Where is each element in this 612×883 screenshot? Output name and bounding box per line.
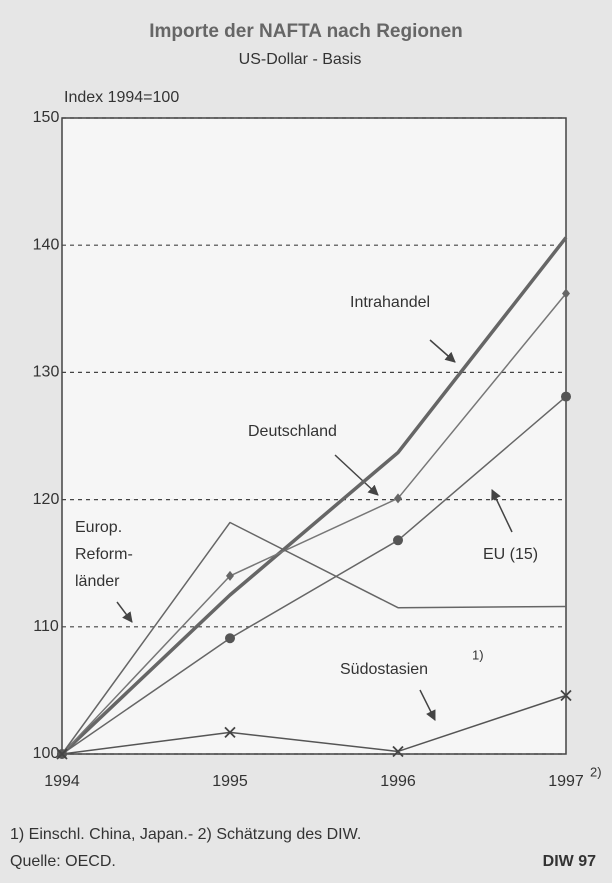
series-line [61,293,567,755]
annotation: 1) [472,647,484,662]
annotation: 2) [590,764,602,779]
series-line [61,694,567,755]
x-tick-label: 1997 [548,773,584,790]
marker [561,391,571,402]
y-tick-label: 120 [33,491,60,508]
marker [392,745,404,758]
y-tick-label: 130 [33,364,60,381]
x-tick-label: 1995 [212,773,248,790]
marker [560,689,572,702]
series-line [61,521,567,755]
marker [393,535,403,546]
annotation: Südostasien [340,661,428,678]
y-tick-label: 110 [33,618,59,635]
arrow [491,489,513,533]
annotation: Europ. [75,519,122,536]
series-line [61,395,567,755]
annotation: länder [75,573,120,590]
marker [226,570,234,581]
chart-title: Importe der NAFTA nach Regionen [149,21,463,42]
y-axis-label: Index 1994=100 [64,89,179,106]
marker [56,748,68,760]
marker [562,288,570,299]
x-tick-label: 1994 [44,773,80,790]
marker [225,633,235,644]
y-tick-label: 140 [33,236,60,253]
annotation: Intrahandel [350,294,430,311]
y-tick-label: 100 [33,745,60,762]
annotation: EU (15) [483,546,538,563]
source: Quelle: OECD. [10,853,116,870]
x-tick-label: 1996 [380,773,416,790]
footnote: 1) Einschl. China, Japan.- 2) Schätzung … [10,826,361,843]
y-tick-label: 150 [33,109,60,126]
arrow [419,689,436,721]
annotation: Deutschland [248,423,337,440]
plot-area [61,117,567,755]
credit: DIW 97 [543,853,596,870]
arrow [334,454,379,496]
chart-subtitle: US-Dollar - Basis [239,51,362,68]
marker [224,726,236,739]
arrow [116,601,133,623]
marker [394,493,402,504]
arrows [116,339,513,721]
arrow [429,339,456,363]
series-line [60,236,568,756]
annotation: Reform- [75,546,133,563]
